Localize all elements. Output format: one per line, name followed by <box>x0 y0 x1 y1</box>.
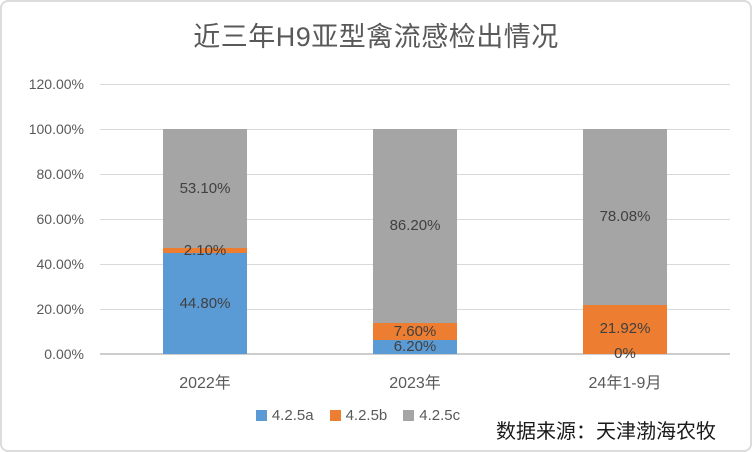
y-axis-tick-label: 100.00% <box>28 121 84 137</box>
data-label: 2.10% <box>183 241 227 259</box>
bar-segment-4-2-5b <box>163 248 247 254</box>
bar-segment-4-2-5c <box>163 129 247 249</box>
y-axis-tick-label: 40.00% <box>36 256 84 272</box>
data-label: 0% <box>614 345 636 362</box>
data-label: 44.80% <box>179 294 231 312</box>
legend-item-4-2-5a: 4.2.5a <box>255 406 314 424</box>
bar-segment-4-2-5b <box>583 304 667 354</box>
bar-segment-4-2-5a <box>373 340 457 354</box>
data-label: 7.60% <box>393 322 437 340</box>
bar-segment-4-2-5c <box>373 129 457 323</box>
x-axis-label: 2022年 <box>179 375 231 392</box>
y-axis-tick-label: 80.00% <box>36 166 84 182</box>
bar-segment-4-2-5a <box>163 253 247 354</box>
legend-swatch-icon <box>255 409 267 421</box>
x-axis-label: 24年1-9月 <box>588 375 662 392</box>
bar-segment-4-2-5c <box>583 129 667 305</box>
x-axis-line <box>100 353 730 355</box>
legend: 4.2.5a 4.2.5b 4.2.5c <box>2 406 732 424</box>
legend-item-4-2-5b: 4.2.5b <box>329 406 388 424</box>
x-axis-label: 2023年 <box>389 375 441 392</box>
legend-swatch-icon <box>329 409 341 421</box>
legend-item-4-2-5c: 4.2.5c <box>403 406 461 424</box>
data-label: 53.10% <box>179 179 231 197</box>
data-label: 6.20% <box>393 338 437 356</box>
y-axis-tick-label: 20.00% <box>36 301 84 317</box>
data-label: 21.92% <box>599 320 651 338</box>
legend-label: 4.2.5c <box>419 406 461 424</box>
data-label: 86.20% <box>389 216 441 234</box>
source-note: 数据来源：天津渤海农牧 <box>496 421 716 443</box>
legend-label: 4.2.5b <box>345 406 388 424</box>
legend-swatch-icon <box>403 409 415 421</box>
y-axis-tick-label: 60.00% <box>36 211 84 227</box>
y-axis-tick-label: 120.00% <box>28 76 84 92</box>
y-axis-tick-label: 0.00% <box>44 346 84 362</box>
chart-title: 近三年H9亚型禽流感检出情况 <box>193 22 559 52</box>
gridline <box>100 84 730 85</box>
bar-segment-4-2-5b <box>373 322 457 341</box>
legend-label: 4.2.5a <box>271 406 314 424</box>
data-label: 78.08% <box>599 207 651 225</box>
